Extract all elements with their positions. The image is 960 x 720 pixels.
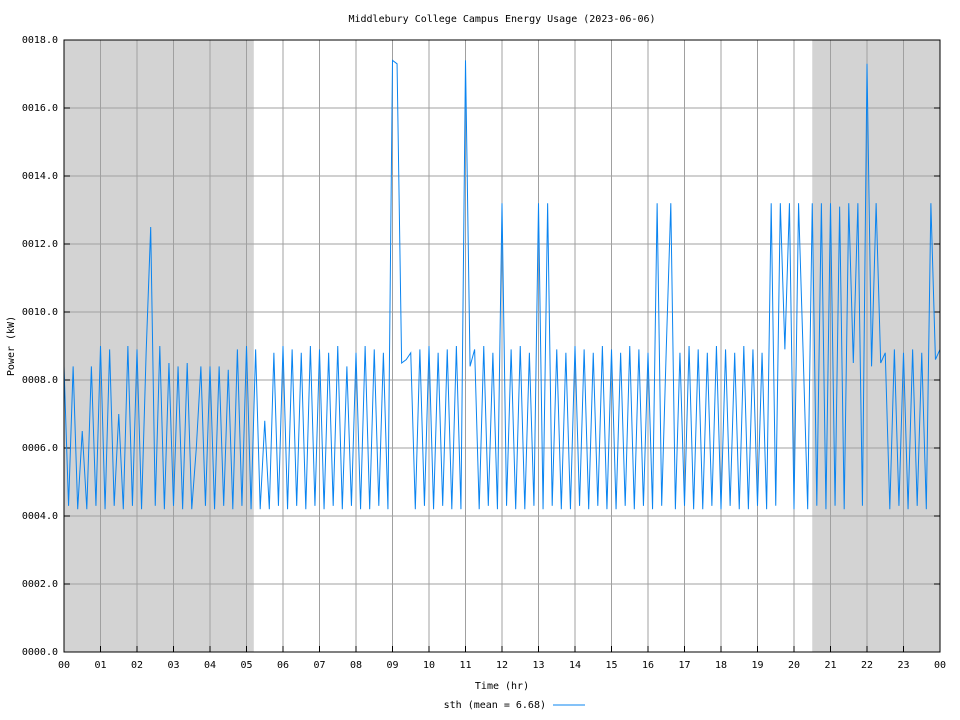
x-tick-label: 04	[204, 660, 216, 671]
legend-label: sth (mean = 6.68)	[444, 700, 546, 711]
x-tick-label: 08	[350, 660, 362, 671]
y-tick-label: 0002.0	[22, 579, 58, 590]
x-tick-label: 06	[277, 660, 289, 671]
y-tick-label: 0008.0	[22, 375, 58, 386]
x-tick-label: 18	[715, 660, 727, 671]
x-tick-label: 21	[824, 660, 836, 671]
data-line	[63, 59, 941, 510]
y-tick-label: 0010.0	[22, 307, 58, 318]
x-tick-label: 10	[423, 660, 435, 671]
y-tick-label: 0014.0	[22, 171, 58, 182]
x-tick-label: 07	[313, 660, 325, 671]
plot-frame	[63, 39, 941, 653]
x-tick-label: 03	[167, 660, 179, 671]
x-tick-label: 00	[934, 660, 946, 671]
x-tick-label: 20	[788, 660, 800, 671]
y-tick-label: 0000.0	[22, 647, 58, 658]
y-tick-label: 0006.0	[22, 443, 58, 454]
shaded-region	[64, 40, 254, 652]
x-tick-label: 15	[605, 660, 617, 671]
y-axis-label: Power (kW)	[6, 316, 17, 376]
chart-title: Middlebury College Campus Energy Usage (…	[348, 14, 655, 25]
y-tick-label: 0012.0	[22, 239, 58, 250]
y-tick-label: 0016.0	[22, 103, 58, 114]
x-tick-label: 13	[532, 660, 544, 671]
x-tick-label: 01	[94, 660, 106, 671]
y-tick-label: 0018.0	[22, 35, 58, 46]
x-tick-label: 22	[861, 660, 873, 671]
x-tick-label: 02	[131, 660, 143, 671]
x-tick-label: 05	[240, 660, 252, 671]
x-tick-label: 19	[751, 660, 763, 671]
x-tick-label: 09	[386, 660, 398, 671]
x-tick-label: 16	[642, 660, 654, 671]
x-tick-label: 12	[496, 660, 508, 671]
x-tick-label: 11	[459, 660, 471, 671]
x-tick-label: 14	[569, 660, 581, 671]
y-tick-label: 0004.0	[22, 511, 58, 522]
x-tick-label: 23	[897, 660, 909, 671]
x-tick-label: 00	[58, 660, 70, 671]
x-axis-label: Time (hr)	[475, 681, 529, 692]
x-tick-label: 17	[678, 660, 690, 671]
shaded-region	[812, 40, 940, 652]
